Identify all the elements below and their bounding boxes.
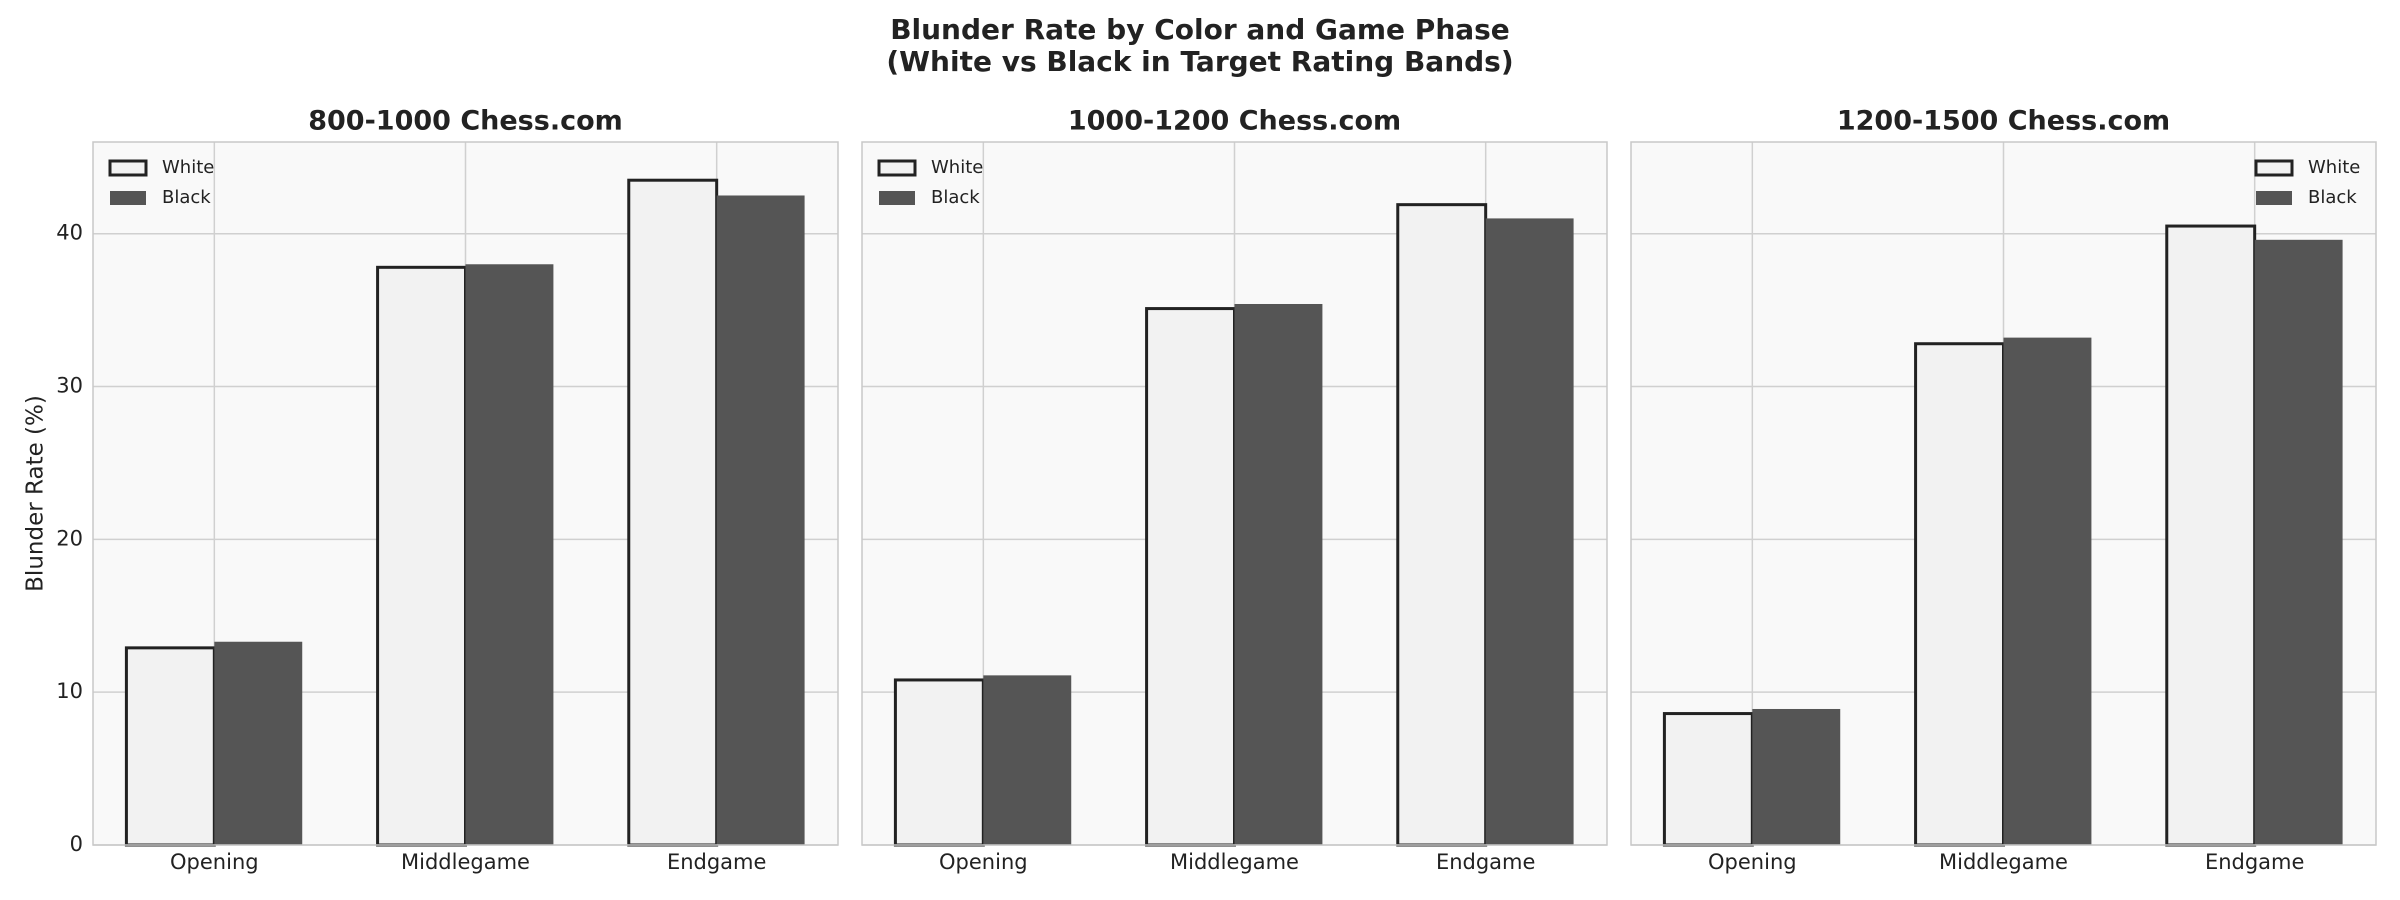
bar	[893, 678, 985, 847]
bar	[1234, 303, 1323, 845]
legend-label: Black	[162, 187, 211, 208]
x-tick-label: Opening	[939, 850, 1028, 874]
chart-title: 1200-1500 Chess.com	[1837, 106, 2170, 137]
x-tick-label: Endgame	[1436, 850, 1535, 874]
legend-label: White	[931, 157, 983, 178]
bar	[465, 264, 554, 845]
bar	[716, 195, 805, 845]
suptitle: (White vs Black in Target Rating Bands)	[886, 45, 1513, 78]
legend-swatch	[879, 191, 915, 205]
y-tick-label: 30	[56, 374, 83, 398]
bar	[376, 265, 467, 847]
bar	[2165, 224, 2257, 847]
legend-swatch	[2256, 191, 2292, 205]
axes-frame	[1630, 141, 2377, 846]
legend-swatch	[110, 191, 146, 205]
bar	[1145, 307, 1237, 847]
bar	[2003, 337, 2092, 845]
x-tick-label: Endgame	[2205, 850, 2304, 874]
y-axis-label: Blunder Rate (%)	[23, 395, 49, 592]
x-tick-label: Middlegame	[1939, 850, 2068, 874]
y-tick-label: 40	[56, 221, 83, 245]
bar	[2254, 239, 2343, 845]
suptitle: Blunder Rate by Color and Game Phase	[890, 13, 1510, 46]
legend-label: White	[162, 157, 214, 178]
legend-label: Black	[2308, 187, 2357, 208]
x-tick-label: Middlegame	[401, 850, 530, 874]
axes-frame	[92, 141, 839, 846]
x-tick-label: Opening	[170, 850, 259, 874]
bar	[124, 646, 216, 847]
x-tick-label: Opening	[1708, 850, 1797, 874]
y-tick-label: 10	[56, 679, 83, 703]
chart-title: 1000-1200 Chess.com	[1068, 106, 1401, 137]
y-tick-label: 0	[70, 832, 83, 856]
bar	[627, 178, 719, 847]
chart-title: 800-1000 Chess.com	[308, 106, 623, 137]
x-tick-label: Endgame	[667, 850, 766, 874]
bar	[983, 675, 1072, 845]
axes-frame	[861, 141, 1608, 846]
y-tick-label: 20	[56, 526, 83, 550]
bar	[214, 641, 303, 845]
bar	[1662, 712, 1754, 847]
legend-label: Black	[931, 187, 980, 208]
bar	[1396, 203, 1488, 847]
legend-label: White	[2308, 157, 2360, 178]
legend-swatch	[108, 159, 148, 177]
legend-swatch	[877, 159, 917, 177]
bar	[1752, 708, 1841, 845]
legend-swatch	[2254, 159, 2294, 177]
x-tick-label: Middlegame	[1170, 850, 1299, 874]
bar	[1914, 342, 2006, 847]
bar	[1485, 218, 1574, 846]
